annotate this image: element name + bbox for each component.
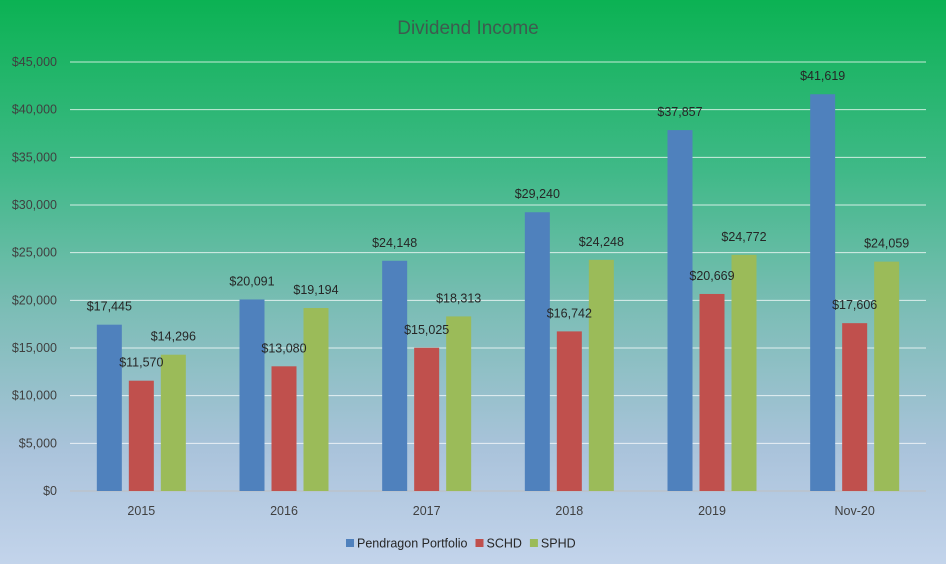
y-tick-label: $5,000 — [19, 436, 57, 450]
bar-schd — [699, 293, 725, 491]
y-axis: $0 $5,000 $10,000 $15,000 $20,000 $25,000 $30,… — [12, 55, 57, 498]
data-label: $20,091 — [229, 274, 274, 288]
y-tick-label: $20,000 — [12, 293, 57, 307]
legend-swatch — [346, 539, 354, 547]
legend-swatch — [475, 539, 484, 547]
legend-label: SCHD — [487, 537, 522, 551]
gridlines — [70, 61, 926, 492]
data-label: $19,194 — [293, 283, 338, 297]
legend-item: SPHD — [529, 537, 576, 551]
data-label: $18,313 — [436, 291, 481, 305]
data-label: $20,669 — [689, 269, 734, 283]
data-label: $24,148 — [372, 236, 417, 250]
legend-item: Pendragon Portfolio — [346, 537, 468, 551]
bar-sphd — [874, 261, 900, 491]
chart-title: Dividend Income — [397, 18, 539, 39]
bar-sphd — [731, 254, 757, 491]
bar-sphd — [303, 308, 329, 491]
x-tick-label: 2015 — [127, 504, 155, 518]
y-tick-label: $25,000 — [12, 246, 57, 260]
data-label: $29,240 — [515, 187, 560, 201]
bars — [96, 94, 900, 491]
x-tick-label: 2016 — [270, 504, 298, 518]
data-label: $13,080 — [261, 341, 306, 355]
x-tick-label: 2017 — [413, 504, 441, 518]
x-tick-label: Nov-20 — [835, 504, 875, 518]
bar-sphd — [160, 354, 186, 491]
x-tick-label: 2019 — [698, 504, 726, 518]
bar-schd — [556, 331, 582, 491]
data-label: $41,619 — [800, 69, 845, 83]
legend: Pendragon Portfolio SCHD SPHD — [346, 537, 576, 551]
legend-item: SCHD — [475, 537, 522, 551]
bar-pendragon-portfolio — [239, 299, 265, 491]
bar-schd — [128, 380, 154, 491]
data-label: $17,445 — [87, 300, 132, 314]
data-label: $16,742 — [547, 306, 592, 320]
bar-sphd — [446, 316, 472, 491]
legend-swatch — [529, 539, 538, 547]
x-tick-label: 2018 — [555, 504, 583, 518]
y-tick-label: $40,000 — [12, 103, 57, 117]
bar-sphd — [588, 259, 614, 491]
y-tick-label: $0 — [43, 484, 57, 498]
bar-pendragon-portfolio — [810, 94, 836, 491]
y-tick-label: $30,000 — [12, 198, 57, 212]
legend-label: SPHD — [541, 537, 576, 551]
data-labels: $17,445 $11,570 $14,296 $20,091 $13,080 $19,1… — [87, 69, 910, 369]
x-axis: 2015 2016 2017 2018 2019 Nov-20 — [127, 504, 874, 518]
bar-schd — [414, 347, 440, 491]
data-label: $17,606 — [832, 298, 877, 312]
y-tick-label: $35,000 — [12, 150, 57, 164]
legend-label: Pendragon Portfolio — [357, 537, 468, 551]
bar-pendragon-portfolio — [667, 130, 693, 491]
y-tick-label: $10,000 — [12, 389, 57, 403]
data-label: $24,772 — [721, 230, 766, 244]
data-label: $11,570 — [119, 356, 163, 370]
bar-schd — [842, 323, 868, 491]
data-label: $24,059 — [864, 237, 909, 251]
data-label: $24,248 — [579, 235, 624, 249]
y-tick-label: $45,000 — [12, 55, 57, 69]
data-label: $14,296 — [151, 330, 196, 344]
bar-pendragon-portfolio — [524, 212, 550, 491]
data-label: $15,025 — [404, 323, 449, 337]
data-label: $37,857 — [657, 105, 702, 119]
y-tick-label: $15,000 — [12, 341, 57, 355]
bar-pendragon-portfolio — [382, 260, 408, 491]
bar-schd — [271, 366, 297, 491]
bar-pendragon-portfolio — [96, 324, 122, 491]
